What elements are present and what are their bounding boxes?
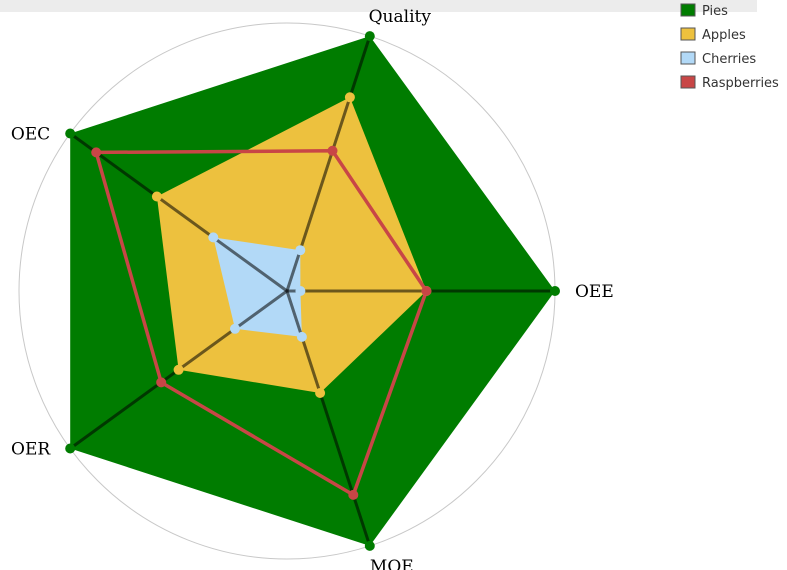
point-cherries-oec[interactable] <box>208 232 219 243</box>
point-raspberries-oee[interactable] <box>421 286 432 296</box>
series-apples-area <box>156 97 427 394</box>
point-cherries-quality[interactable] <box>295 245 306 256</box>
point-pies-oec[interactable] <box>65 128 76 139</box>
data-points <box>65 31 560 551</box>
axis-label-oee: OEE <box>575 282 614 302</box>
point-pies-oer[interactable] <box>65 443 76 454</box>
legend-swatch-cherries[interactable] <box>680 51 696 65</box>
point-cherries-moe[interactable] <box>296 331 307 342</box>
point-raspberries-quality[interactable] <box>327 145 338 156</box>
point-raspberries-oec[interactable] <box>91 147 102 158</box>
legend-swatch-raspberries[interactable] <box>680 75 696 89</box>
legend-swatch-pies[interactable] <box>680 3 696 17</box>
point-cherries-oee[interactable] <box>295 286 306 296</box>
legend: Pies Apples Cherries Raspberries <box>680 3 779 91</box>
point-apples-oer[interactable] <box>173 364 184 375</box>
axis-label-moe: MOE <box>370 557 414 570</box>
point-apples-oec[interactable] <box>151 191 162 202</box>
legend-label-apples[interactable]: Apples <box>702 28 746 43</box>
legend-label-pies[interactable]: Pies <box>702 4 728 19</box>
series-cherries-area <box>213 237 302 337</box>
legend-label-cherries[interactable]: Cherries <box>702 52 756 67</box>
axis-spoke-oec <box>69 132 288 293</box>
point-pies-moe[interactable] <box>364 540 375 551</box>
point-cherries-oer[interactable] <box>230 323 240 334</box>
legend-label-raspberries[interactable]: Raspberries <box>702 76 779 91</box>
point-pies-quality[interactable] <box>364 31 375 42</box>
point-raspberries-moe[interactable] <box>348 489 359 500</box>
series-raspberries-area <box>94 149 429 497</box>
point-pies-oee[interactable] <box>550 286 560 296</box>
legend-swatch-apples[interactable] <box>680 27 696 41</box>
top-bar <box>0 0 757 12</box>
axis-label-oec: OEC <box>11 124 50 144</box>
axis-label-quality: Quality <box>369 7 432 27</box>
point-apples-quality[interactable] <box>344 92 355 103</box>
point-raspberries-oer[interactable] <box>156 377 167 388</box>
axis-labels: OEE Quality OEC OER MOE <box>11 7 614 570</box>
point-apples-moe[interactable] <box>315 388 326 398</box>
axis-label-oer: OER <box>11 439 51 459</box>
